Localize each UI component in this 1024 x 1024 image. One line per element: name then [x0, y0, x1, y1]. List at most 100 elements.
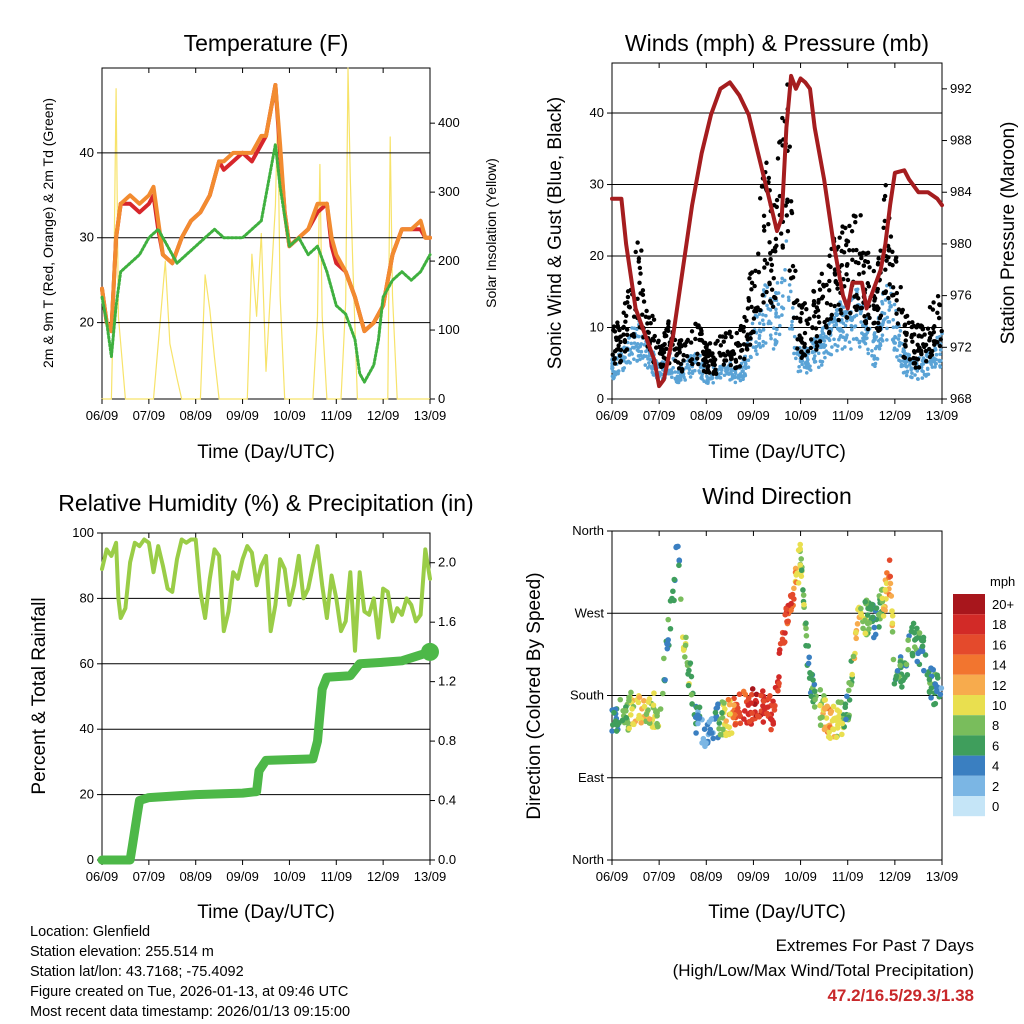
- winds-series-gust-point: [737, 327, 743, 333]
- winds-series-gust-point: [829, 312, 834, 318]
- wind-direction-point: [776, 674, 782, 680]
- winds-series-gust-point: [713, 370, 719, 376]
- winds-series-gust-point: [937, 343, 943, 349]
- winds-series-gust-point: [772, 203, 777, 208]
- winds-series-gust-point: [927, 354, 933, 360]
- winds-series-gust-point: [678, 361, 684, 367]
- wind-direction-xtick-label: 07/09: [643, 869, 676, 884]
- winds-series-gust-point: [886, 248, 892, 253]
- winds-series-gust-point: [853, 219, 858, 225]
- wind-direction-point: [719, 714, 726, 721]
- winds-series-gust-point: [728, 362, 733, 368]
- winds-series-gust-point: [883, 183, 888, 188]
- winds-series-sonic-wind-point: [638, 353, 642, 358]
- winds-series-gust-point: [780, 115, 785, 121]
- recent-timestamp: Most recent data timestamp: 2026/01/13 0…: [30, 1004, 351, 1020]
- station-elevation: Station elevation: 255.514 m: [30, 944, 214, 960]
- winds-series-sonic-wind-point: [896, 337, 901, 341]
- winds-series-gust-point: [622, 301, 628, 306]
- wind-direction-point: [905, 646, 911, 653]
- winds-series-sonic-wind-point: [830, 345, 834, 349]
- winds-series-sonic-wind-point: [820, 359, 825, 364]
- wind-direction-point: [764, 704, 771, 710]
- winds-xtick-label: 11/09: [832, 408, 864, 423]
- winds-series-sonic-wind-point: [871, 362, 875, 367]
- winds-series-sonic-wind-point: [860, 323, 865, 328]
- winds-series-gust-point: [737, 364, 743, 369]
- winds-series-gust-point: [925, 326, 931, 331]
- wind-direction-legend-label: 6: [992, 738, 999, 753]
- winds-series-station-pressure-line: [610, 73, 944, 389]
- winds-series-gust-point: [783, 203, 788, 208]
- winds-series-sonic-wind-point: [628, 347, 633, 352]
- winds-series-sonic-wind-point: [642, 343, 647, 347]
- humidity-y2tick-label: 1.6: [438, 614, 456, 629]
- winds-series-gust-point: [919, 334, 924, 339]
- wind-direction-point: [726, 731, 732, 738]
- winds-series-sonic-wind-point: [913, 373, 917, 377]
- wind-direction-point: [805, 643, 812, 649]
- wind-direction-title: Wind Direction: [702, 483, 852, 509]
- winds-series-gust-point: [814, 347, 819, 352]
- wind-direction-point: [627, 712, 634, 718]
- winds-series-gust-point: [762, 265, 767, 270]
- winds-series-gust-point: [867, 265, 872, 270]
- winds-series-gust-point: [827, 288, 832, 293]
- winds-series-gust-point: [840, 224, 845, 229]
- winds-series-gust-point: [650, 313, 655, 319]
- winds-series-gust-point: [728, 356, 734, 362]
- wind-direction-point: [810, 677, 816, 683]
- winds-series-sonic-wind-point: [753, 345, 758, 350]
- wind-direction-point: [646, 720, 653, 726]
- winds-series-gust-point: [814, 340, 819, 345]
- wind-direction-point: [754, 713, 761, 719]
- winds-series-sonic-wind-point: [643, 363, 648, 367]
- wind-direction-point: [876, 611, 882, 618]
- winds-series-gust-point: [836, 302, 841, 307]
- winds-series-gust-point: [902, 330, 908, 335]
- winds-series-gust-point: [733, 341, 739, 346]
- winds-series-sonic-wind-point: [881, 320, 885, 325]
- wind-direction-point: [800, 587, 806, 593]
- winds-series-sonic-wind-point: [697, 369, 701, 373]
- wind-direction-point: [843, 716, 849, 723]
- winds-series-sonic-wind-point: [765, 285, 770, 289]
- winds-series-gust-point: [623, 319, 628, 324]
- winds-series-gust-point: [847, 248, 852, 253]
- winds-series-gust-point: [798, 338, 804, 343]
- winds-series-sonic-wind-point: [758, 345, 763, 349]
- winds-series-gust-point: [927, 346, 932, 352]
- wind-direction-point: [914, 625, 920, 632]
- winds-series-sonic-wind-point: [938, 348, 943, 352]
- winds-series-gust-point: [817, 287, 823, 292]
- winds-series-gust-point: [915, 342, 920, 347]
- winds-series-sonic-wind-point: [866, 347, 870, 352]
- wind-direction-point: [772, 702, 778, 709]
- humidity-y2tick-label: 0.4: [438, 793, 456, 808]
- station-location: Location: Glenfield: [30, 924, 151, 940]
- winds-series-sonic-wind-point: [757, 333, 762, 338]
- winds-y2tick-label: 984: [950, 184, 972, 199]
- winds-series-sonic-wind-point: [757, 321, 762, 326]
- wind-direction-point: [887, 573, 894, 580]
- wind-direction-legend-label: 12: [992, 678, 1006, 693]
- winds-series-sonic-wind-point: [638, 343, 643, 348]
- winds-series-gust-point: [914, 325, 919, 330]
- winds-series-sonic-wind-point: [632, 326, 637, 331]
- winds-series-sonic-wind-point: [925, 367, 930, 372]
- wind-direction-legend-swatch: [953, 594, 985, 615]
- winds-series-gust-point: [828, 302, 833, 308]
- winds-series-sonic-wind-point: [781, 306, 786, 311]
- wind-direction-point: [886, 557, 893, 563]
- winds-series-gust-point: [769, 287, 775, 292]
- winds-series-sonic-wind-point: [687, 371, 692, 375]
- wind-direction-point: [803, 632, 810, 639]
- wind-direction-point: [794, 570, 801, 576]
- winds-series-gust-point: [749, 304, 754, 310]
- winds-series-gust-point: [939, 328, 944, 334]
- winds-y2tick-label: 976: [950, 288, 972, 303]
- winds-series-gust-point: [865, 281, 870, 286]
- winds-series-gust-point: [931, 339, 937, 344]
- winds-series-sonic-wind-point: [821, 332, 826, 336]
